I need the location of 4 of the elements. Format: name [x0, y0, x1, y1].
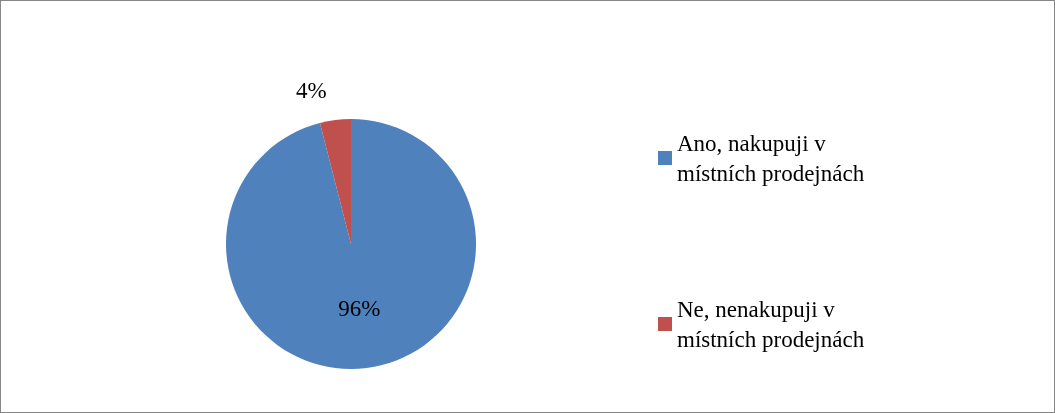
- legend-label: Ne, nenakupuji v místních prodejnách: [677, 296, 865, 352]
- legend-label: Ano, nakupuji v místních prodejnách: [677, 130, 865, 186]
- data-label: 96%: [338, 296, 381, 322]
- data-label: 4%: [295, 77, 327, 103]
